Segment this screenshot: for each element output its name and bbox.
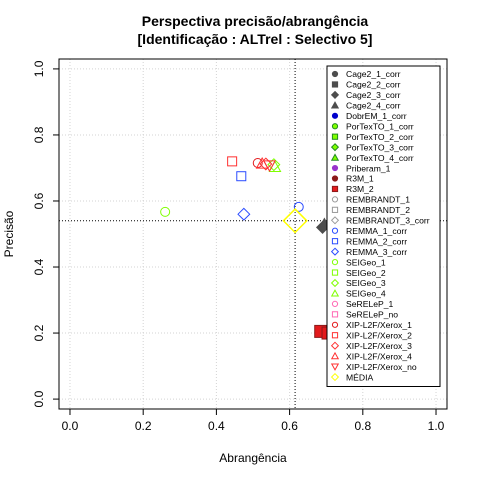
legend-box: [326, 65, 441, 387]
legend-label: SeRELeP_1: [346, 299, 394, 309]
legend-marker: [331, 185, 339, 193]
legend-label: REMMA_2_corr: [346, 236, 407, 246]
legend-marker: [331, 175, 339, 182]
legend-marker: [330, 341, 340, 350]
legend-marker: [331, 227, 339, 234]
legend-label: REMMA_1_corr: [346, 226, 407, 236]
legend-label: SeRELeP_no: [346, 310, 398, 320]
data-point: [227, 156, 238, 167]
legend-marker: [330, 101, 340, 109]
legend-label: Cage2_1_corr: [346, 69, 401, 79]
x-tick-label: 1.0: [428, 419, 445, 433]
x-tick-label: 0.6: [281, 419, 298, 433]
data-point: [236, 171, 247, 182]
legend-label: REMBRANDT_1: [346, 195, 410, 205]
legend-marker: [331, 269, 339, 276]
x-tick-label: 0.0: [62, 419, 79, 433]
legend-label: Cage2_4_corr: [346, 101, 401, 111]
legend-label: XIP-L2F/Xerox_no: [346, 362, 417, 372]
y-axis-label: Precisão: [2, 210, 16, 257]
legend-label: R3M_1: [346, 174, 374, 184]
data-point: [160, 206, 171, 217]
legend-label: SEIGeo_4: [346, 289, 386, 299]
legend-label: Cage2_2_corr: [346, 80, 401, 90]
legend-label: REMBRANDT_2: [346, 205, 410, 215]
legend-label: XIP-L2F/Xerox_2: [346, 330, 412, 340]
legend-label: MÉDIA: [346, 372, 373, 382]
legend-label: PorTexTO_3_corr: [346, 142, 414, 152]
x-axis: 0.0 0.2 0.4 0.6 0.8 1.0: [62, 408, 445, 433]
legend-marker: [330, 143, 340, 152]
legend-marker: [331, 238, 339, 245]
legend-marker: [330, 247, 340, 256]
legend-marker: [331, 206, 339, 213]
legend-marker: [330, 372, 340, 382]
legend: Cage2_1_corrCage2_2_corrCage2_3_corrCage…: [326, 65, 441, 387]
x-tick-label: 0.2: [135, 419, 152, 433]
y-tick-label: 1.0: [32, 60, 46, 77]
legend-marker: [331, 196, 339, 203]
legend-marker: [330, 363, 340, 371]
legend-label: PorTexTO_2_corr: [346, 132, 414, 142]
data-point: [259, 157, 273, 171]
legend-label: Priberam_1: [346, 163, 391, 173]
legend-label: REMMA_3_corr: [346, 247, 407, 257]
legend-marker: [331, 123, 339, 130]
legend-marker: [331, 259, 339, 266]
legend-label: XIP-L2F/Xerox_1: [346, 320, 412, 330]
legend-marker: [330, 351, 340, 360]
y-axis: 0.0 0.2 0.4 0.6 0.8 1.0: [32, 60, 60, 407]
legend-label: XIP-L2F/Xerox_4: [346, 351, 412, 361]
legend-label: PorTexTO_4_corr: [346, 153, 414, 163]
y-tick-label: 0.0: [32, 390, 46, 407]
legend-marker: [331, 112, 339, 119]
legend-marker: [331, 164, 339, 172]
legend-marker: [330, 278, 340, 288]
x-tick-label: 0.4: [208, 419, 225, 433]
legend-marker: [331, 81, 339, 88]
legend-marker: [331, 311, 339, 318]
legend-label: PorTexTO_1_corr: [346, 121, 414, 131]
legend-marker: [331, 300, 339, 307]
legend-marker: [331, 332, 339, 339]
legend-label: SEIGeo_2: [346, 268, 386, 278]
legend-marker: [330, 289, 340, 297]
data-point: [252, 158, 263, 169]
y-tick-label: 0.6: [32, 192, 46, 209]
legend-label: DobrEM_1_corr: [346, 111, 407, 121]
y-tick-label: 0.2: [32, 324, 46, 341]
data-point: [293, 201, 304, 212]
reference-lines: [59, 59, 447, 409]
legend-label: REMBRANDT_3_corr: [346, 216, 430, 226]
data-point: [237, 207, 251, 221]
x-tick-label: 0.8: [354, 419, 371, 433]
legend-marker: [330, 90, 340, 99]
data-point: [262, 160, 276, 172]
data-point: [282, 208, 308, 234]
chart-subtitle: [Identificação : ALTrel : Selectivo 5]: [138, 31, 373, 47]
y-tick-label: 0.4: [32, 258, 46, 275]
legend-marker: [331, 70, 339, 78]
legend-label: XIP-L2F/Xerox_3: [346, 341, 412, 351]
legend-label: SEIGeo_3: [346, 278, 386, 288]
legend-marker: [331, 321, 339, 328]
x-axis-label: Abrangência: [219, 451, 287, 465]
chart-title: Perspectiva precisão/abrangência: [142, 13, 369, 29]
legend-marker: [330, 216, 340, 225]
legend-label: R3M_2: [346, 184, 374, 194]
legend-label: SEIGeo_1: [346, 257, 386, 267]
data-points: [160, 156, 335, 340]
legend-marker: [330, 153, 340, 161]
legend-label: Cage2_3_corr: [346, 90, 401, 100]
y-tick-label: 0.8: [32, 126, 46, 143]
legend-marker: [331, 133, 339, 140]
